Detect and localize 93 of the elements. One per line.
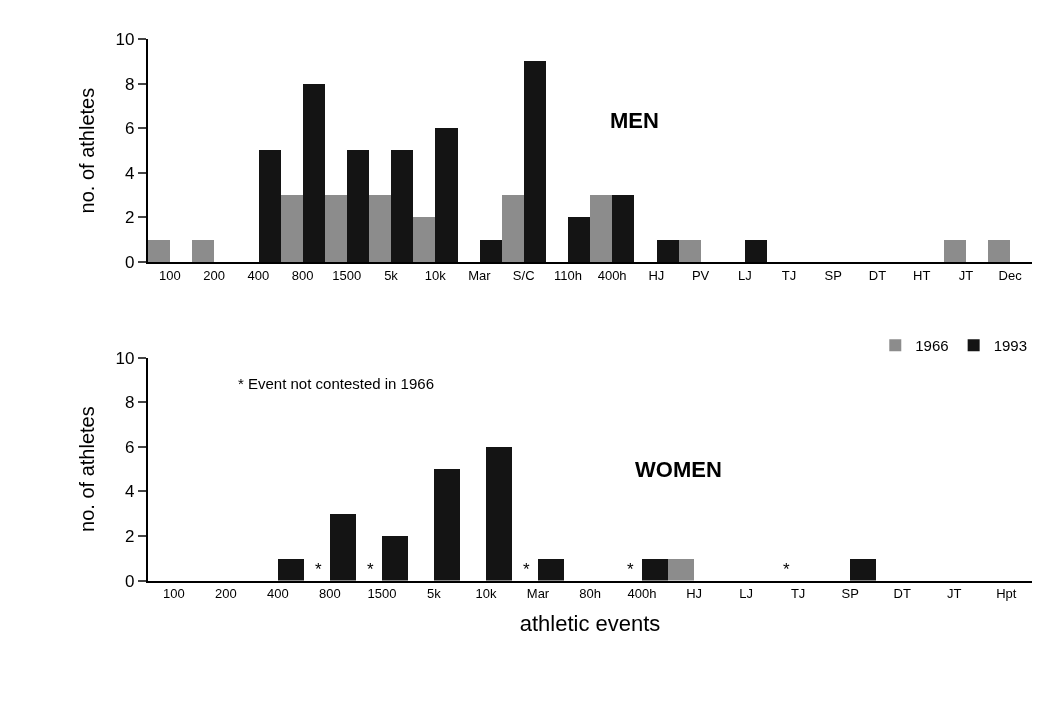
y-tick-label: 8 (124, 74, 135, 94)
y-tick-label: 6 (124, 119, 135, 139)
bar (589, 195, 612, 263)
bar (277, 558, 304, 581)
x-tick-label: Mar (468, 267, 492, 283)
y-tick-label: 10 (115, 30, 135, 50)
x-tick-label: TJ (790, 586, 806, 602)
x-tick-label: SP (841, 586, 859, 602)
x-tick-label: Mar (526, 586, 550, 602)
annotation: * (523, 560, 530, 579)
x-tick-label: 10k (475, 586, 497, 602)
x-tick-label: 80h (579, 586, 601, 602)
x-tick-label: DT (893, 586, 911, 602)
x-tick-label: Dec (998, 267, 1023, 283)
y-tick-label: 0 (124, 571, 135, 591)
legend-label: 1966 (915, 337, 949, 355)
x-tick-label: 400 (266, 586, 289, 602)
bar (280, 195, 303, 263)
bar (302, 84, 325, 263)
y-tick-label: 0 (124, 253, 135, 273)
bar (434, 128, 458, 263)
bar (987, 240, 1010, 263)
x-tick-label: 200 (203, 267, 225, 283)
x-tick-label: 5k (427, 586, 442, 602)
x-tick-label: 100 (159, 267, 181, 283)
x-tick-label: JT (958, 267, 974, 283)
bar (329, 513, 356, 581)
y-tick-label: 6 (124, 437, 135, 457)
bar (324, 195, 347, 263)
bar (744, 240, 767, 263)
bar (943, 240, 966, 263)
x-tick-label: HT (913, 267, 931, 283)
y-axis-title: no. of athletes (76, 406, 99, 532)
bar (381, 535, 408, 581)
text: WOMEN (635, 457, 722, 482)
annotation: * (367, 560, 374, 579)
y-tick-label: 10 (115, 348, 135, 368)
x-tick-label: 1500 (332, 267, 362, 283)
bar (368, 195, 391, 263)
bar (641, 558, 668, 581)
x-tick-label: Hpt (996, 586, 1017, 602)
x-tick-label: LJ (737, 267, 752, 283)
x-tick-label: 800 (319, 586, 341, 602)
bar (678, 240, 701, 263)
bar (191, 240, 214, 263)
bar (412, 217, 435, 263)
y-axis-title: no. of athletes (76, 87, 99, 214)
y-tick-label: 2 (124, 208, 135, 228)
bar (523, 61, 546, 263)
bar (390, 150, 413, 263)
x-tick-label: 100 (162, 586, 185, 602)
text: MEN (610, 108, 659, 133)
bar (656, 240, 679, 263)
bar (537, 558, 564, 581)
bar (147, 240, 170, 263)
x-tick-label: JT (947, 586, 962, 602)
y-tick-label: 4 (124, 482, 135, 502)
x-tick-label: 400 (247, 267, 270, 283)
x-tick-label: PV (691, 267, 710, 283)
x-axis-title: athletic events (519, 610, 661, 636)
x-tick-label: HJ (648, 267, 665, 283)
x-tick-label: 800 (291, 267, 314, 283)
x-tick-label: S/C (512, 267, 535, 283)
bar (485, 446, 512, 581)
x-tick-label: 200 (214, 586, 237, 602)
x-tick-label: LJ (739, 586, 753, 602)
x-tick-label: 1500 (367, 586, 397, 602)
y-tick-label: 4 (124, 163, 135, 183)
x-tick-label: DT (868, 267, 887, 283)
annotation: * Event not contested in 1966 (238, 375, 434, 392)
legend-label: 1993 (993, 337, 1028, 355)
x-tick-label: 10k (424, 267, 447, 283)
x-tick-label: SP (824, 267, 842, 283)
bar (346, 150, 369, 263)
annotation: * (627, 560, 634, 579)
annotation: * (783, 560, 790, 579)
x-tick-label: 110h (553, 267, 582, 283)
y-tick-label: 2 (124, 526, 135, 546)
bar (479, 240, 502, 263)
x-tick-label: 400h (627, 586, 657, 602)
bar (611, 195, 634, 263)
bar (433, 468, 460, 581)
bar (567, 217, 590, 263)
bar (501, 195, 524, 263)
x-tick-label: HJ (686, 586, 703, 602)
bar (258, 150, 281, 263)
x-tick-label: 400h (597, 267, 627, 283)
bar (667, 558, 694, 581)
x-tick-label: TJ (781, 267, 797, 283)
annotation: * (315, 560, 322, 579)
y-tick-label: 8 (124, 393, 135, 413)
x-tick-label: 5k (384, 267, 399, 283)
bar (849, 558, 876, 581)
